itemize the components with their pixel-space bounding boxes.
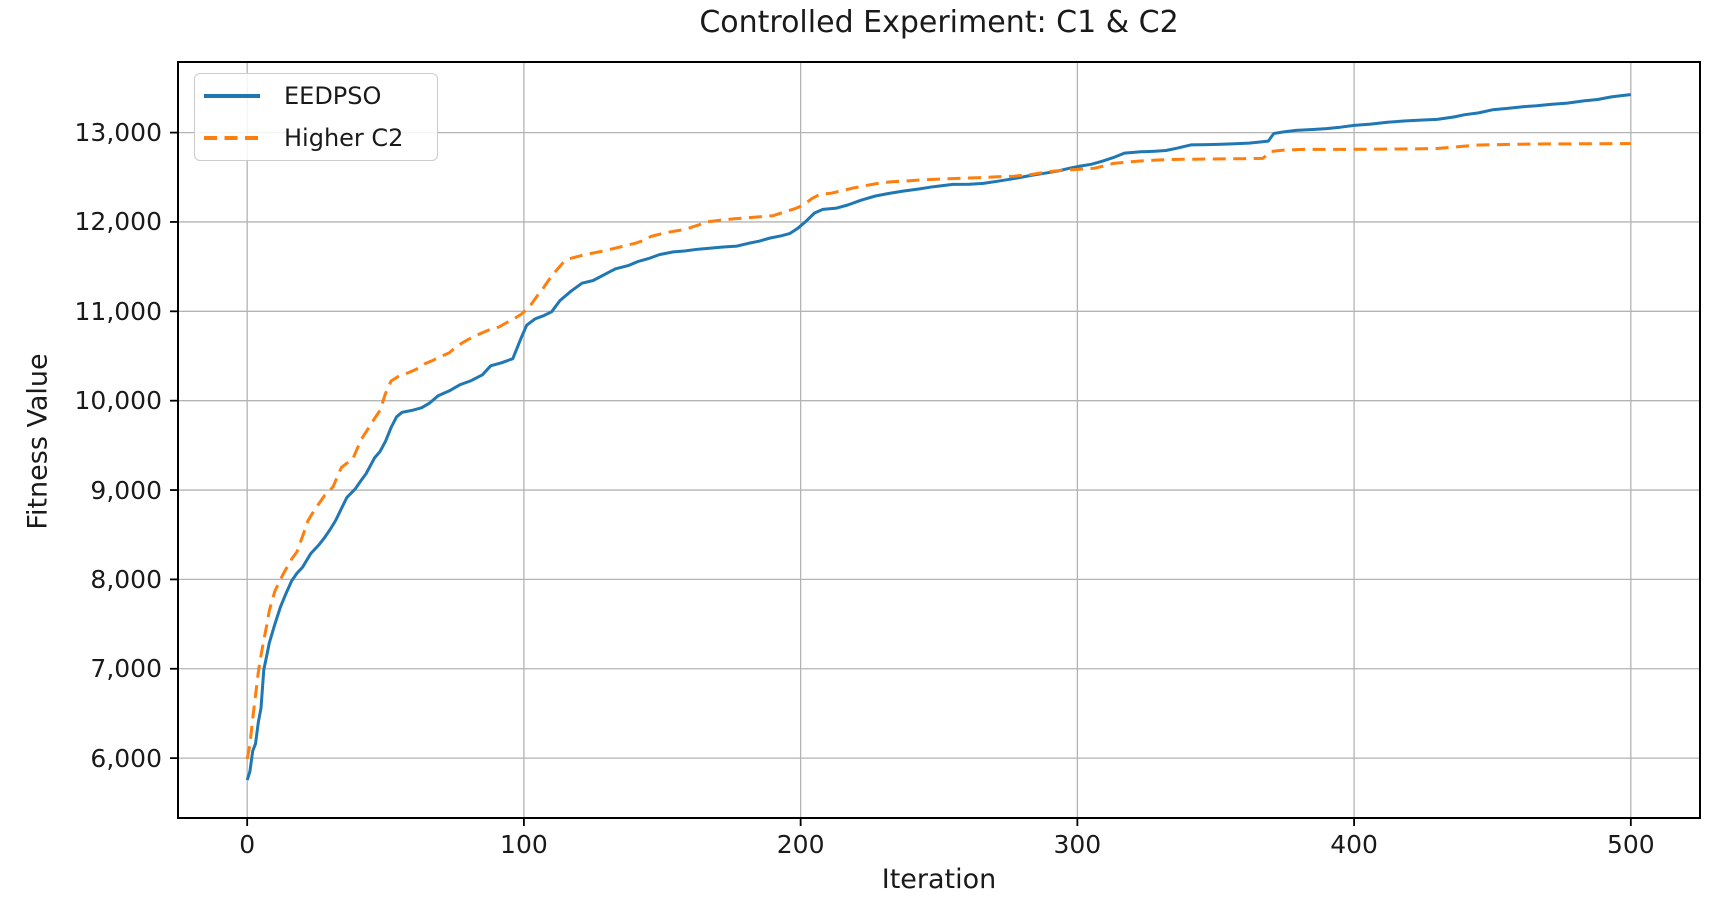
x-tick-label: 200: [776, 830, 825, 859]
legend-item-higher-c2: Higher C2: [204, 122, 425, 154]
axes-spines: [177, 61, 1701, 819]
solid-line-swatch-icon: [204, 94, 260, 98]
y-axis-label: Fitness Value: [22, 353, 54, 530]
x-axis-label: Iteration: [881, 864, 997, 895]
y-tick-label: 8,000: [90, 564, 162, 594]
chart-title: Controlled Experiment: C1 & C2: [699, 5, 1179, 40]
y-tick-label: 10,000: [74, 386, 162, 416]
x-tick-label: 400: [1330, 830, 1378, 859]
series-line-higher-c2: [245, 142, 1631, 760]
y-tick-label: 9,000: [90, 475, 162, 505]
y-tick-label: 7,000: [90, 654, 162, 684]
dashed-line-swatch-icon: [204, 136, 260, 140]
legend-label: EEDPSO: [284, 82, 382, 110]
x-tick-label: 300: [1053, 830, 1102, 859]
y-tick-label: 12,000: [74, 207, 162, 237]
legend-item-eedpso: EEDPSO: [204, 80, 425, 112]
x-tick-label: 0: [239, 830, 256, 859]
y-tick-label: 6,000: [90, 743, 162, 773]
legend-label: Higher C2: [284, 124, 404, 152]
x-tick-label: 500: [1606, 830, 1655, 859]
y-tick-label: 11,000: [74, 296, 162, 326]
series-line-eedpso: [245, 93, 1631, 781]
x-tick-label: 100: [500, 830, 548, 859]
legend: EEDPSO Higher C2: [194, 73, 438, 161]
y-tick-label: 13,000: [74, 118, 162, 148]
